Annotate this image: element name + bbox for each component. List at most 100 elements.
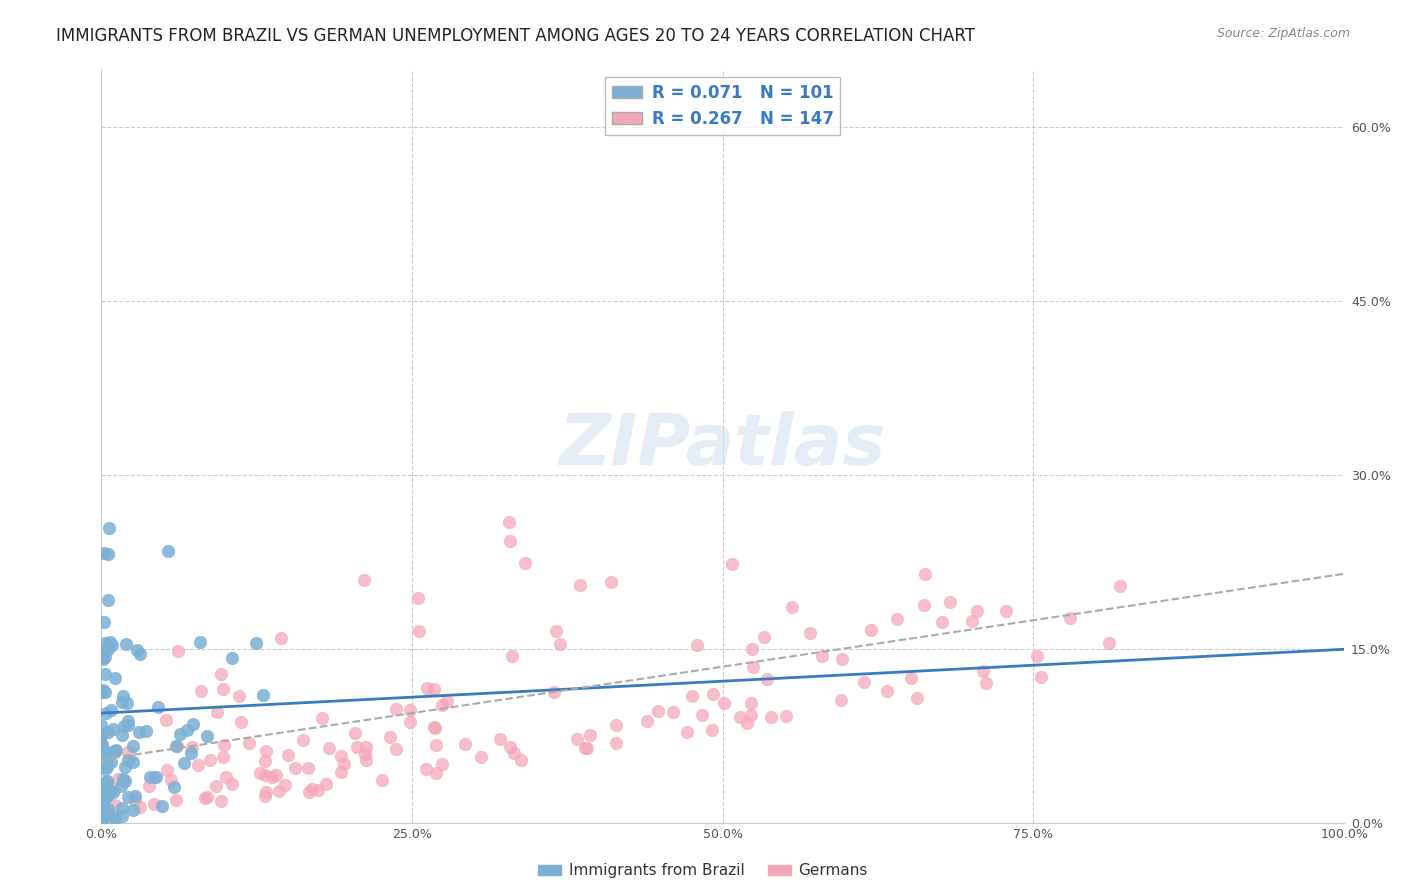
Legend: R = 0.071   N = 101, R = 0.267   N = 147: R = 0.071 N = 101, R = 0.267 N = 147 bbox=[605, 77, 841, 135]
Point bbox=[94, 649, 117, 664]
Point bbox=[100, 783, 122, 797]
Point bbox=[254, 785, 277, 799]
Point bbox=[662, 705, 685, 719]
Point bbox=[499, 740, 522, 755]
Point bbox=[543, 684, 565, 698]
Point bbox=[97, 642, 120, 657]
Point bbox=[759, 710, 782, 724]
Point bbox=[499, 533, 522, 548]
Point bbox=[90, 738, 112, 752]
Point bbox=[115, 637, 138, 651]
Point bbox=[117, 745, 139, 759]
Point bbox=[195, 789, 218, 804]
Point bbox=[96, 760, 118, 774]
Point bbox=[212, 749, 235, 764]
Point bbox=[853, 674, 876, 689]
Point bbox=[97, 807, 120, 822]
Point bbox=[252, 688, 274, 702]
Point bbox=[966, 604, 988, 618]
Point bbox=[91, 795, 114, 809]
Point bbox=[97, 725, 120, 739]
Point bbox=[676, 725, 699, 739]
Point bbox=[755, 672, 778, 686]
Point bbox=[90, 811, 112, 825]
Point bbox=[122, 803, 145, 817]
Text: Source: ZipAtlas.com: Source: ZipAtlas.com bbox=[1216, 27, 1350, 40]
Point bbox=[112, 718, 135, 732]
Point bbox=[406, 591, 429, 605]
Point bbox=[96, 773, 118, 788]
Point bbox=[329, 748, 352, 763]
Point bbox=[155, 713, 177, 727]
Point bbox=[939, 595, 962, 609]
Point bbox=[97, 802, 120, 816]
Point bbox=[254, 754, 277, 768]
Point bbox=[799, 626, 821, 640]
Point bbox=[605, 736, 627, 750]
Point bbox=[90, 718, 112, 732]
Point bbox=[101, 638, 124, 652]
Point bbox=[90, 815, 112, 830]
Point bbox=[181, 717, 204, 731]
Point bbox=[353, 573, 375, 587]
Point bbox=[107, 772, 129, 786]
Point bbox=[114, 774, 136, 789]
Point bbox=[198, 753, 221, 767]
Point bbox=[91, 648, 114, 662]
Point bbox=[97, 593, 120, 607]
Point bbox=[728, 710, 751, 724]
Point bbox=[91, 683, 114, 698]
Point bbox=[636, 714, 658, 729]
Point bbox=[702, 686, 724, 700]
Point bbox=[90, 728, 112, 742]
Point bbox=[912, 598, 935, 612]
Point bbox=[91, 684, 114, 698]
Point bbox=[143, 770, 166, 784]
Point bbox=[180, 740, 202, 755]
Point bbox=[1026, 649, 1049, 664]
Point bbox=[238, 736, 260, 750]
Point bbox=[311, 711, 333, 725]
Point bbox=[735, 716, 758, 731]
Point bbox=[104, 671, 127, 685]
Point bbox=[93, 546, 115, 560]
Point bbox=[574, 740, 596, 755]
Point bbox=[98, 520, 121, 534]
Point bbox=[1031, 670, 1053, 684]
Point bbox=[114, 760, 136, 774]
Point bbox=[371, 772, 394, 787]
Point bbox=[124, 789, 146, 803]
Point bbox=[117, 714, 139, 728]
Point bbox=[97, 780, 120, 795]
Point bbox=[212, 681, 235, 696]
Point bbox=[190, 684, 212, 698]
Point bbox=[97, 547, 120, 561]
Point bbox=[378, 730, 401, 744]
Point bbox=[180, 746, 202, 760]
Point bbox=[188, 635, 211, 649]
Point bbox=[567, 731, 589, 746]
Point bbox=[859, 623, 882, 637]
Point bbox=[117, 789, 139, 804]
Point bbox=[94, 782, 117, 797]
Point bbox=[212, 738, 235, 752]
Point bbox=[91, 795, 114, 809]
Point bbox=[353, 747, 375, 761]
Point bbox=[600, 575, 623, 590]
Point bbox=[101, 785, 124, 799]
Point bbox=[91, 644, 114, 658]
Point bbox=[112, 690, 135, 704]
Point bbox=[228, 689, 250, 703]
Point bbox=[886, 612, 908, 626]
Point bbox=[914, 566, 936, 581]
Point bbox=[124, 792, 146, 806]
Point bbox=[690, 708, 713, 723]
Point bbox=[354, 739, 377, 754]
Point bbox=[94, 762, 117, 776]
Point bbox=[1059, 611, 1081, 625]
Point bbox=[548, 637, 571, 651]
Point bbox=[117, 717, 139, 731]
Point bbox=[111, 695, 134, 709]
Point bbox=[91, 787, 114, 801]
Point bbox=[274, 778, 297, 792]
